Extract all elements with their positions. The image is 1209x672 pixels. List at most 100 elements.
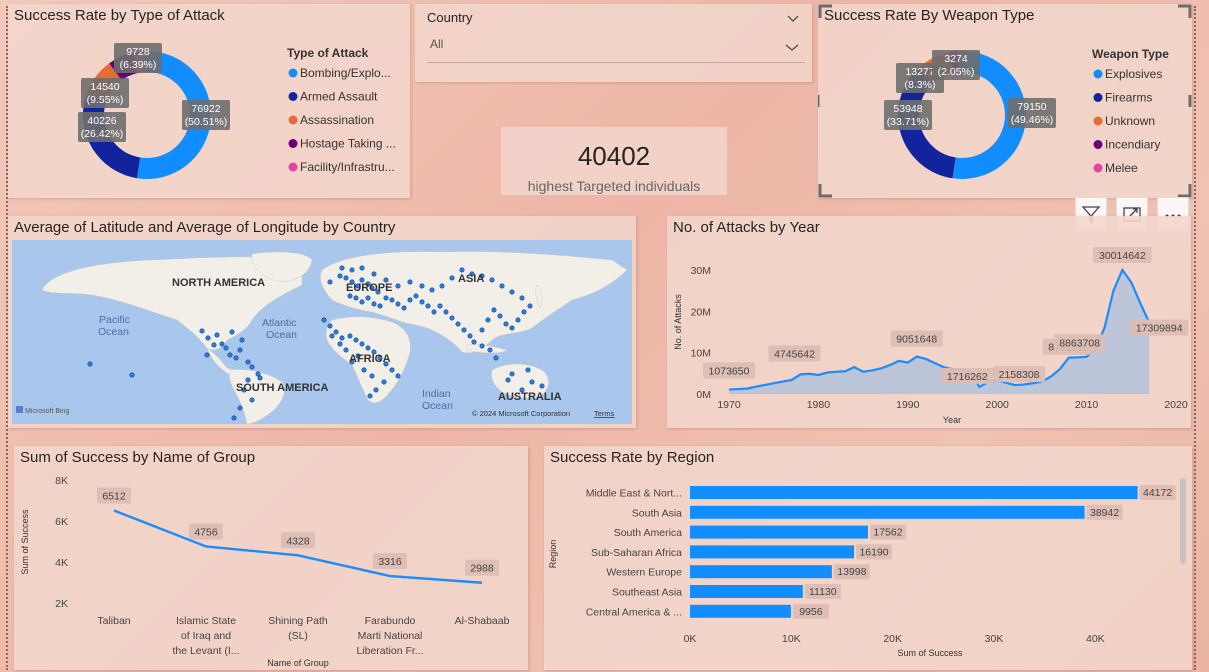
map-point[interactable] bbox=[407, 297, 413, 303]
map-point[interactable] bbox=[381, 379, 387, 385]
success-by-group-chart[interactable]: 2K 4K 6K 8K Sum of Success Name of Group 6512 T… bbox=[14, 446, 528, 670]
map-point[interactable] bbox=[249, 364, 255, 370]
map-point[interactable] bbox=[401, 305, 407, 311]
map-point[interactable] bbox=[471, 339, 477, 345]
map-point[interactable] bbox=[231, 415, 237, 421]
map-point[interactable] bbox=[479, 343, 485, 349]
map-point[interactable] bbox=[383, 295, 389, 301]
map-point[interactable] bbox=[349, 279, 355, 285]
map-point[interactable] bbox=[377, 303, 383, 309]
map-point[interactable] bbox=[503, 321, 509, 327]
map-point[interactable] bbox=[449, 315, 455, 321]
map-point[interactable] bbox=[509, 289, 515, 295]
attacks-by-year-card[interactable]: No. of Attacks by Year 0M 10M 20M 30M 1970 19… bbox=[667, 216, 1191, 428]
map-point[interactable] bbox=[365, 345, 371, 351]
map-point[interactable] bbox=[461, 327, 467, 333]
map-point[interactable] bbox=[359, 341, 365, 347]
map-point[interactable] bbox=[489, 277, 495, 283]
map-point[interactable] bbox=[449, 275, 455, 281]
map-point[interactable] bbox=[347, 293, 353, 299]
attacks-by-year-chart[interactable]: 0M 10M 20M 30M 1970 1980 1990 2000 2010 2020 Year N… bbox=[667, 216, 1191, 428]
chevron-down-icon[interactable] bbox=[785, 41, 799, 55]
map-point[interactable] bbox=[491, 307, 497, 313]
attack-donut-chart[interactable]: Type of Attack Bombing/Explo... Armed Assa… bbox=[8, 4, 410, 198]
map-point[interactable] bbox=[229, 329, 235, 335]
map-point[interactable] bbox=[241, 387, 247, 393]
map-point[interactable] bbox=[479, 327, 485, 333]
map-point[interactable] bbox=[223, 345, 229, 351]
weapon-donut-chart[interactable]: Weapon Type Explosives Firearms Unknown Ince… bbox=[818, 4, 1192, 198]
region-scrollbar[interactable] bbox=[1180, 478, 1186, 564]
map-point[interactable] bbox=[419, 283, 425, 289]
map-point[interactable] bbox=[337, 273, 343, 279]
map-point[interactable] bbox=[339, 335, 345, 341]
map-point[interactable] bbox=[369, 285, 375, 291]
map-point[interactable] bbox=[343, 275, 349, 281]
map-point[interactable] bbox=[395, 373, 401, 379]
map-point[interactable] bbox=[361, 367, 367, 373]
map-point[interactable] bbox=[355, 283, 361, 289]
weapon-donut-legend-item-5[interactable]: Melee bbox=[1105, 161, 1138, 175]
country-points[interactable] bbox=[87, 265, 545, 421]
region-bar[interactable] bbox=[690, 486, 1138, 499]
country-slicer-value[interactable]: All bbox=[430, 37, 444, 51]
attack-donut-legend-item-4[interactable]: Hostage Taking ... bbox=[300, 137, 396, 151]
map-point[interactable] bbox=[199, 328, 205, 334]
map-point[interactable] bbox=[347, 333, 353, 339]
map-point[interactable] bbox=[333, 329, 339, 335]
region-bar[interactable] bbox=[690, 525, 868, 539]
map-point[interactable] bbox=[227, 352, 233, 358]
weapon-type-donut-card[interactable]: Success Rate By Weapon Type Weapon Type E… bbox=[818, 4, 1192, 198]
weapon-donut-legend-item-3[interactable]: Unknown bbox=[1105, 114, 1155, 128]
region-bar[interactable] bbox=[690, 565, 832, 579]
map-point[interactable] bbox=[129, 372, 135, 378]
map-point[interactable] bbox=[321, 317, 327, 323]
map-point[interactable] bbox=[521, 309, 527, 315]
map-point[interactable] bbox=[237, 405, 243, 411]
map-point[interactable] bbox=[327, 279, 333, 285]
map-point[interactable] bbox=[257, 375, 263, 381]
map-point[interactable] bbox=[349, 359, 355, 365]
map-point[interactable] bbox=[425, 303, 431, 309]
map-point[interactable] bbox=[249, 397, 255, 403]
group-line[interactable] bbox=[113, 509, 483, 584]
attack-donut-legend-item-2[interactable]: Armed Assault bbox=[300, 90, 378, 104]
map-point[interactable] bbox=[353, 295, 359, 301]
map-point[interactable] bbox=[505, 377, 511, 383]
map-point[interactable] bbox=[205, 335, 211, 341]
map-point[interactable] bbox=[395, 283, 401, 289]
region-bar[interactable] bbox=[690, 545, 855, 559]
map-point[interactable] bbox=[437, 303, 443, 309]
weapon-donut-slice-2[interactable] bbox=[898, 68, 956, 179]
map-card[interactable]: Average of Latitude and Average of Longi… bbox=[8, 216, 636, 428]
map-point[interactable] bbox=[377, 355, 383, 361]
map-point[interactable] bbox=[479, 273, 485, 279]
map-point[interactable] bbox=[337, 341, 343, 347]
map-point[interactable] bbox=[365, 295, 371, 301]
world-map[interactable]: NORTH AMERICA EUROPE ASIA AFRICA SOUTH A… bbox=[12, 240, 632, 424]
map-point[interactable] bbox=[359, 277, 365, 283]
map-point[interactable] bbox=[497, 313, 503, 319]
region-bar[interactable] bbox=[690, 604, 791, 618]
map-point[interactable] bbox=[407, 279, 413, 285]
map-point[interactable] bbox=[419, 299, 425, 305]
map-point[interactable] bbox=[245, 359, 251, 365]
map-point[interactable] bbox=[439, 283, 445, 289]
map-point[interactable] bbox=[329, 333, 335, 339]
map-point[interactable] bbox=[509, 371, 515, 377]
country-slicer-card[interactable]: Country All bbox=[415, 4, 812, 82]
region-bar[interactable] bbox=[690, 505, 1085, 519]
map-point[interactable] bbox=[413, 293, 419, 299]
weapon-donut-legend-item-1[interactable]: Explosives bbox=[1105, 67, 1162, 81]
chevron-up-icon[interactable] bbox=[787, 12, 799, 26]
map-point[interactable] bbox=[369, 373, 375, 379]
map-point[interactable] bbox=[373, 387, 379, 393]
map-point[interactable] bbox=[539, 383, 545, 389]
map-point[interactable] bbox=[499, 283, 505, 289]
map-point[interactable] bbox=[365, 281, 371, 287]
map-point[interactable] bbox=[389, 297, 395, 303]
map-point[interactable] bbox=[219, 341, 225, 347]
map-point[interactable] bbox=[375, 289, 381, 295]
map-point[interactable] bbox=[239, 337, 245, 343]
map-point[interactable] bbox=[429, 287, 435, 293]
